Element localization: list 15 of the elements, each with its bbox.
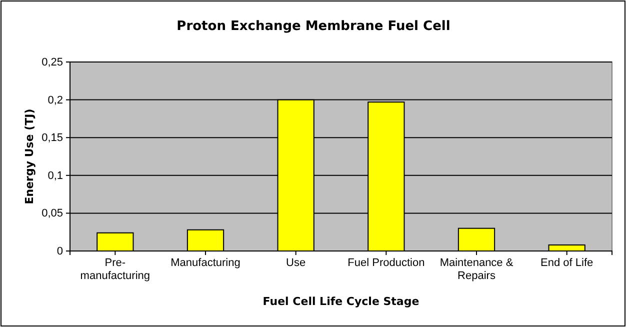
x-tick-label: Fuel Production — [348, 256, 425, 269]
y-tick-label: 0 — [56, 246, 63, 258]
y-tick-label: 0,25 — [42, 56, 63, 69]
x-tick-label: End of Life — [540, 256, 594, 269]
y-axis-title: Energy Use (TJ) — [23, 108, 36, 204]
x-tick-label: Pre-manufacturing — [80, 256, 150, 282]
x-tick-label: Use — [286, 256, 306, 269]
y-tick-label: 0,15 — [42, 132, 63, 144]
chart-title: Proton Exchange Membrane Fuel Cell — [176, 19, 450, 34]
y-tick-label: 0,2 — [48, 94, 63, 106]
y-tick-label: 0,1 — [48, 170, 63, 182]
x-tick-label: Manufacturing — [170, 256, 240, 269]
y-tick-label: 0,05 — [42, 208, 63, 220]
x-tick-label: Maintenance & Repairs — [440, 256, 514, 282]
x-axis-title: Fuel Cell Life Cycle Stage — [262, 295, 420, 308]
